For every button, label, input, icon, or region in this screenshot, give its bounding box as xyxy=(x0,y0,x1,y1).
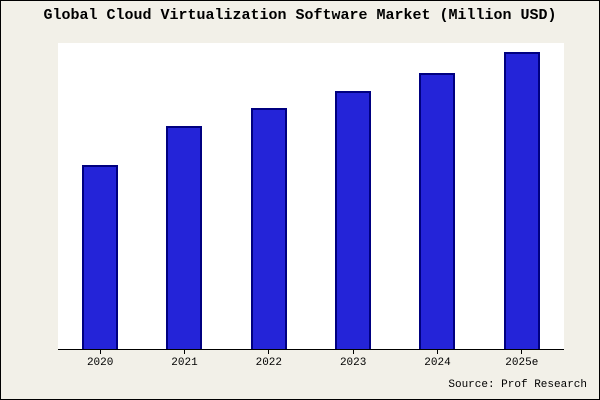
x-tick-label: 2021 xyxy=(171,357,198,369)
bar-slot xyxy=(142,43,226,349)
x-axis-tick xyxy=(352,350,354,354)
x-label-cell: 2025e xyxy=(480,350,564,369)
bar-2023 xyxy=(335,90,372,349)
x-axis-tick xyxy=(436,350,438,354)
bar-slot xyxy=(58,43,142,349)
x-axis-tick xyxy=(521,350,523,354)
x-tick-label: 2024 xyxy=(424,357,451,369)
x-tick-label: 2022 xyxy=(255,357,283,369)
bar-slot xyxy=(311,43,395,349)
x-axis-labels: 2020 2021 2022 2023 2024 2025e xyxy=(58,350,564,369)
x-label-cell: 2023 xyxy=(311,350,395,369)
plot-area xyxy=(58,43,564,350)
bar-slot xyxy=(480,43,564,349)
bar-2021 xyxy=(166,126,203,349)
x-label-cell: 2022 xyxy=(227,350,311,369)
source-note: Source: Prof Research xyxy=(448,379,587,391)
bar-2024 xyxy=(419,72,456,349)
x-label-cell: 2024 xyxy=(395,350,479,369)
x-label-cell: 2020 xyxy=(58,350,142,369)
x-tick-label: 2023 xyxy=(339,357,367,369)
x-axis-tick xyxy=(268,350,270,354)
x-tick-label: 2020 xyxy=(86,357,114,369)
bar-2022 xyxy=(250,108,287,349)
bar-2020 xyxy=(82,164,119,349)
x-axis-tick xyxy=(183,350,185,354)
x-tick-label: 2025e xyxy=(505,357,539,369)
bar-2025e xyxy=(503,51,540,349)
x-axis-tick xyxy=(99,350,101,354)
x-label-cell: 2021 xyxy=(142,350,226,369)
chart-title: Global Cloud Virtualization Software Mar… xyxy=(43,7,557,24)
bar-slot xyxy=(227,43,311,349)
bar-slot xyxy=(395,43,479,349)
